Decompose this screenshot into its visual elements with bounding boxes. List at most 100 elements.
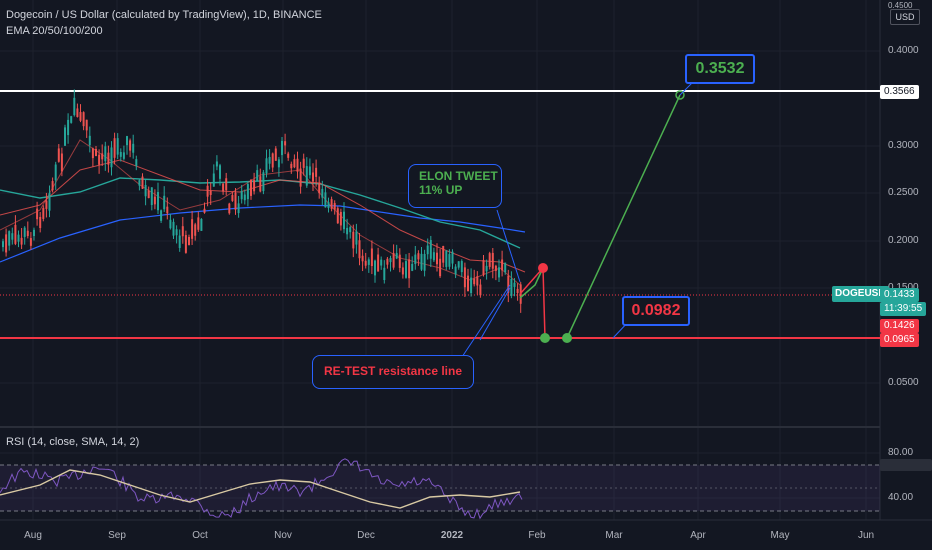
candle-body — [302, 158, 305, 168]
candle-body — [262, 172, 265, 192]
rsi-indicator-label[interactable]: RSI (14, close, SMA, 14, 2) — [6, 436, 140, 448]
elon-tweet-callout[interactable]: ELON TWEET 11% UP — [408, 164, 502, 208]
time-label: Mar — [605, 530, 623, 541]
candle-body — [85, 119, 88, 131]
candle-body — [479, 284, 482, 296]
candle-body — [175, 229, 178, 236]
candle-body — [374, 260, 376, 276]
rsi-ma-line — [0, 469, 521, 509]
candle-body — [104, 146, 107, 162]
candle-body — [370, 248, 373, 267]
retest-text-pointer-2 — [479, 287, 511, 341]
projection-point-peak[interactable] — [538, 263, 548, 273]
price-label: 0.4000 — [888, 45, 919, 56]
candle-body — [237, 203, 240, 214]
candle-body — [119, 152, 122, 157]
candle-body — [101, 153, 104, 160]
candle-body — [82, 112, 85, 127]
candle-body — [144, 184, 147, 197]
candle-body — [383, 267, 386, 281]
candle-body — [153, 196, 156, 205]
candle-body — [482, 260, 485, 275]
candle-body — [36, 208, 39, 220]
candle-body — [51, 181, 54, 191]
candle-body — [287, 153, 290, 158]
candle-body — [343, 211, 345, 230]
close-price-tag[interactable]: 0.1426 — [880, 319, 919, 333]
target-price-callout[interactable]: 0.3532 — [685, 54, 755, 84]
candle-body — [349, 227, 352, 233]
price-label: 0.4500 — [888, 1, 913, 10]
candle-body — [259, 176, 262, 192]
candle-body — [339, 211, 342, 226]
chart-title[interactable]: Dogecoin / US Dollar (calculated by Trad… — [6, 9, 322, 21]
candle-body — [398, 254, 401, 268]
candle-body — [191, 219, 194, 239]
candle-body — [513, 282, 516, 287]
retest-text-pointer — [459, 284, 511, 361]
candle-body — [312, 172, 314, 182]
candle-body — [327, 202, 330, 209]
candle-body — [268, 156, 271, 164]
retest-resistance-callout[interactable]: RE-TEST resistance line — [312, 355, 474, 389]
candle-body — [200, 219, 203, 231]
candle-body — [203, 208, 206, 213]
candle-body — [467, 275, 469, 291]
candle-body — [64, 127, 66, 146]
candle-body — [215, 161, 218, 167]
candle-body — [26, 230, 29, 237]
candle-body — [355, 231, 358, 245]
time-label: May — [770, 530, 790, 541]
ema-indicator-label[interactable]: EMA 20/50/100/200 — [6, 25, 103, 37]
candle-body — [470, 277, 473, 294]
candle-body — [91, 148, 94, 159]
price-label: 0.2500 — [888, 187, 919, 198]
candle-body — [126, 136, 128, 146]
time-label: Apr — [690, 530, 706, 541]
candle-body — [17, 234, 20, 242]
projection-path-green-start — [519, 267, 544, 299]
candle-body — [293, 159, 296, 168]
price-label: 0.3000 — [888, 140, 919, 151]
candle-body — [346, 227, 349, 235]
candle-body — [507, 275, 510, 293]
candle-body — [445, 250, 448, 267]
candle-body — [197, 217, 200, 230]
candle-body — [135, 159, 138, 166]
candle-body — [321, 188, 324, 198]
time-label: Nov — [274, 530, 292, 541]
candle-body — [57, 148, 60, 162]
candle-body — [8, 231, 11, 246]
last-price-tag[interactable]: 0.1433 — [880, 288, 919, 302]
support-price-tag[interactable]: 0.0965 — [880, 333, 919, 347]
candle-body — [76, 108, 79, 117]
candle-body — [417, 253, 420, 260]
candle-body — [476, 276, 479, 286]
candle-body — [516, 288, 519, 294]
candle-body — [305, 166, 308, 186]
rsi-value-tag — [880, 459, 932, 471]
candle-body — [209, 190, 212, 195]
candle-body — [194, 224, 197, 236]
elon-callout-pointer — [496, 209, 521, 283]
retest-price-callout[interactable]: 0.0982 — [622, 296, 690, 326]
candle-body — [29, 238, 32, 246]
resistance-price-tag[interactable]: 0.3566 — [880, 85, 919, 99]
candle-body — [33, 229, 35, 236]
candle-body — [20, 237, 23, 245]
projection-point-target[interactable] — [675, 90, 685, 100]
candle-body — [253, 180, 256, 192]
candle-body — [141, 176, 144, 189]
currency-button[interactable]: USD — [890, 9, 920, 25]
candle-body — [219, 165, 221, 179]
candle-body — [110, 147, 113, 168]
candle-body — [73, 97, 76, 116]
symbol-tag[interactable]: DOGEUSD — [832, 286, 889, 302]
time-label: Feb — [528, 530, 546, 541]
candles — [2, 89, 522, 313]
candle-body — [95, 149, 97, 156]
projection-point-low1[interactable] — [540, 333, 550, 343]
projection-point-low2[interactable] — [562, 333, 572, 343]
candle-body — [169, 219, 172, 229]
